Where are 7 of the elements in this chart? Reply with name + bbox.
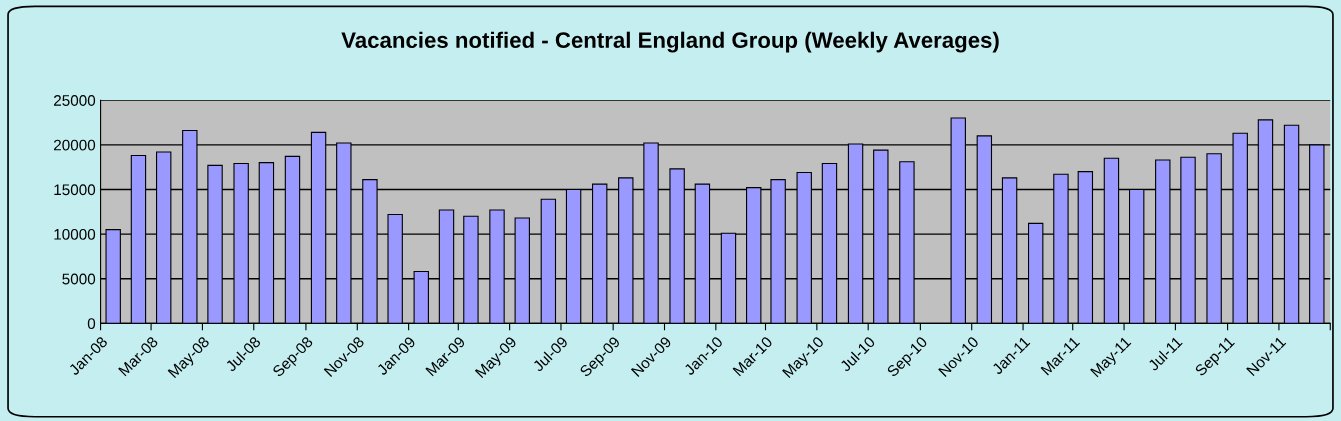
- y-tick-label: 0: [87, 318, 96, 330]
- y-tick-label: 25000: [54, 95, 96, 106]
- y-tick-label: 5000: [62, 273, 96, 285]
- y-tick-label: 20000: [54, 139, 96, 151]
- y-tick-label: 10000: [54, 228, 96, 240]
- y-tick-label: 15000: [54, 184, 96, 196]
- chart-title: Vacancies notified - Central England Group (Weekly Averages): [341, 31, 999, 53]
